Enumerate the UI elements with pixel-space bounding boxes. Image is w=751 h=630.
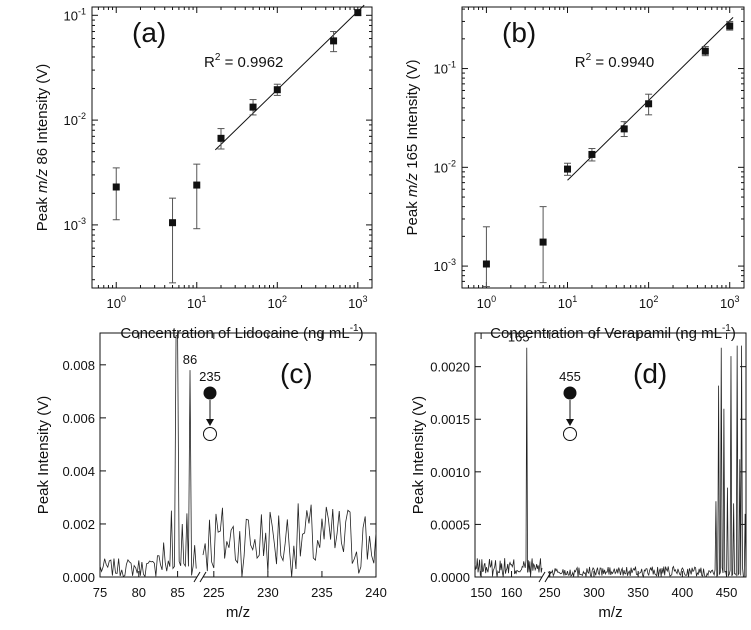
peak-label: 165 <box>508 330 530 345</box>
y-axis-label: Peak Intensity (V) <box>35 396 52 514</box>
precursor-ion-label: 235 <box>199 369 221 384</box>
data-point <box>273 86 281 94</box>
x-tick-label: 101 <box>558 294 577 311</box>
axis-break-gap <box>197 569 203 585</box>
data-point <box>169 219 177 227</box>
fragment-ion-marker <box>563 427 577 441</box>
x-axis-label: m/z <box>598 604 622 621</box>
y-tick-label: 0.000 <box>62 570 95 585</box>
panel-d-verapamil-spectrum: 0.0000 0.0005 0.0010 0.0015 0.0020 150 160 250 3… <box>410 330 747 621</box>
x-tick-label: 103 <box>720 294 739 311</box>
plot-frame <box>91 6 373 289</box>
y-tick-label: 0.002 <box>62 517 95 532</box>
x-tick-label: 225 <box>203 585 225 600</box>
axis-break-gap <box>542 569 548 585</box>
y-tick-label: 10-3 <box>64 216 86 233</box>
x-tick-label: 160 <box>501 585 523 600</box>
x-tick-label: 300 <box>583 585 605 600</box>
y-tick-label: 0.006 <box>62 411 95 426</box>
plot-frame <box>461 6 745 289</box>
x-tick-label: 250 <box>539 585 561 600</box>
panel-label: (d) <box>633 358 667 389</box>
fit-line <box>214 4 365 151</box>
axis-break-mark <box>199 571 207 583</box>
data-point <box>588 150 596 158</box>
y-tick-label: 0.0000 <box>430 570 470 585</box>
data-point <box>564 165 572 173</box>
data-point <box>482 260 490 268</box>
arrow-head <box>206 419 214 426</box>
y-tick-label: 0.004 <box>62 464 95 479</box>
x-tick-label: 350 <box>627 585 649 600</box>
x-tick-label: 75 <box>93 585 107 600</box>
x-tick-label: 103 <box>348 294 367 311</box>
data-point <box>217 134 225 142</box>
y-axis-label: Peak m/z 86 Intensity (V) <box>34 64 51 232</box>
x-tick-label: 100 <box>106 294 125 311</box>
panel-label: (b) <box>502 17 536 48</box>
precursor-ion-marker <box>563 386 577 400</box>
arrow-head <box>566 419 574 426</box>
plot-frame <box>474 332 747 578</box>
r-squared-annotation: R2 = 0.9962 <box>204 52 283 71</box>
data-point <box>330 37 338 45</box>
data-point <box>539 238 547 246</box>
y-tick-label: 0.008 <box>62 358 95 373</box>
x-tick-label: 230 <box>257 585 279 600</box>
y-tick-label: 10-2 <box>64 111 86 128</box>
panel-c-lidocaine-spectrum: 0.000 0.002 0.004 0.006 0.008 75 80 85 225 230 235… <box>35 332 387 621</box>
data-point <box>249 103 257 111</box>
spectrum-trace <box>202 503 377 578</box>
data-point <box>726 22 734 30</box>
x-tick-label: 150 <box>470 585 492 600</box>
y-axis-label: Peak Intensity (V) <box>410 396 427 514</box>
x-tick-label: 102 <box>268 294 287 311</box>
x-tick-label: 240 <box>365 585 387 600</box>
axis-break-mark <box>193 571 201 583</box>
data-point <box>620 125 628 133</box>
spectrum-trace <box>99 335 197 578</box>
data-point <box>193 181 201 189</box>
data-point <box>645 100 653 108</box>
y-tick-label: 10-1 <box>434 60 456 77</box>
y-tick-label: 0.0010 <box>430 465 470 480</box>
y-tick-label: 10-3 <box>434 257 456 274</box>
x-tick-label: 85 <box>170 585 184 600</box>
precursor-ion-label: 455 <box>559 369 581 384</box>
x-tick-label: 80 <box>132 585 146 600</box>
y-axis-label: Peak m/z 165 Intensity (V) <box>404 60 421 236</box>
panel-label: (a) <box>132 17 166 48</box>
x-axis-label: m/z <box>226 604 250 621</box>
data-point <box>354 9 362 17</box>
x-tick-label: 450 <box>716 585 738 600</box>
spectrum-trace <box>547 345 747 579</box>
y-tick-label: 0.0015 <box>430 412 470 427</box>
x-tick-label: 100 <box>477 294 496 311</box>
r-squared-annotation: R2 = 0.9940 <box>575 52 654 71</box>
axis-break-mark <box>538 571 546 583</box>
x-tick-label: 235 <box>311 585 333 600</box>
precursor-ion-marker <box>203 386 217 400</box>
spectrum-trace <box>474 347 543 577</box>
fragment-ion-marker <box>203 427 217 441</box>
peak-label: 86 <box>183 352 197 367</box>
y-tick-label: 10-2 <box>434 158 456 175</box>
x-tick-label: 102 <box>639 294 658 311</box>
data-point <box>112 183 120 191</box>
x-tick-label: 101 <box>187 294 206 311</box>
plot-frame <box>99 332 377 578</box>
panel-label: (c) <box>280 358 313 389</box>
data-point <box>701 47 709 55</box>
y-tick-label: 0.0020 <box>430 360 470 375</box>
y-tick-label: 0.0005 <box>430 517 470 532</box>
y-tick-label: 10-1 <box>64 6 86 23</box>
x-tick-label: 400 <box>672 585 694 600</box>
